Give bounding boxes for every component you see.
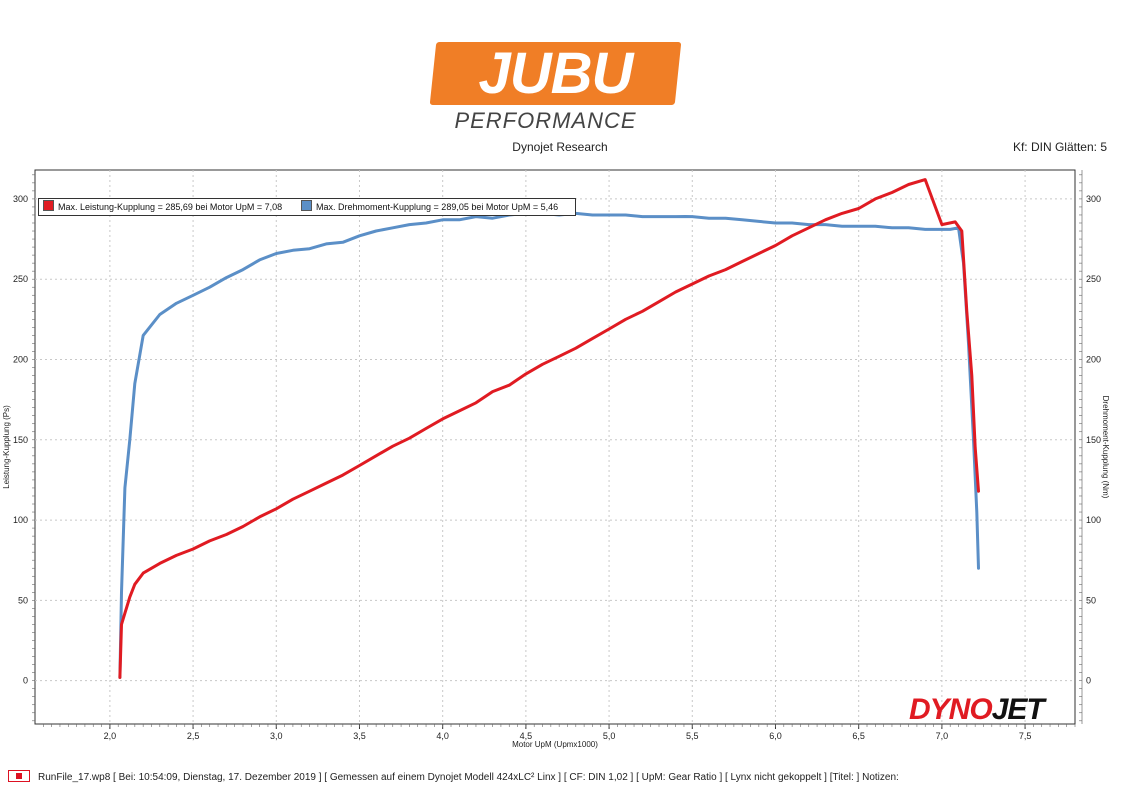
x-tick-label: 5,0 — [603, 731, 616, 741]
dynojet-logo-part2: JET — [991, 693, 1045, 726]
legend-label-power: Max. Leistung-Kupplung = 285,69 bei Moto… — [58, 202, 283, 212]
y-axis-label-right: Drehmoment-Kupplung (Nm) — [1101, 396, 1110, 499]
y-tick-label-right: 150 — [1086, 435, 1101, 445]
legend-swatch-power — [43, 200, 54, 211]
y-tick-label-right: 50 — [1086, 595, 1096, 605]
x-tick-label: 4,0 — [436, 731, 449, 741]
run-file-icon[interactable] — [8, 770, 30, 782]
x-tick-label: 3,5 — [353, 731, 366, 741]
y-tick-label-left: 0 — [23, 676, 28, 686]
x-tick-label: 4,5 — [520, 731, 533, 741]
y-tick-label-right: 0 — [1086, 676, 1091, 686]
x-axis-label: Motor UpM (Upmx1000) — [512, 740, 598, 749]
power-curve — [118, 178, 980, 679]
y-tick-label-left: 200 — [13, 354, 28, 364]
dynojet-logo-part1: DYNO — [909, 693, 993, 726]
y-tick-label-left: 250 — [13, 274, 28, 284]
legend-item-power: Max. Leistung-Kupplung = 285,69 bei Moto… — [43, 199, 282, 215]
x-tick-label: 7,5 — [1019, 731, 1032, 741]
dynojet-logo: DYNOJET — [909, 693, 1045, 727]
y-axis-label-left: Leistung-Kupplung (Ps) — [2, 405, 11, 489]
x-tick-label: 2,0 — [104, 731, 117, 741]
y-tick-label-left: 300 — [13, 194, 28, 204]
logo-sub-text: PERFORMANCE — [454, 108, 637, 133]
legend-label-torque: Max. Drehmoment-Kupplung = 289,05 bei Mo… — [316, 202, 559, 212]
correction-info: Kf: DIN Glätten: 5 — [1012, 140, 1107, 154]
y-tick-label-right: 100 — [1086, 515, 1101, 525]
y-tick-label-right: 200 — [1086, 354, 1101, 364]
y-tick-label-right: 300 — [1086, 194, 1101, 204]
x-tick-label: 2,5 — [187, 731, 200, 741]
chart-source: Dynojet Research — [512, 140, 608, 154]
y-tick-label-left: 150 — [13, 435, 28, 445]
logo-main-text: JUBU — [478, 41, 634, 106]
run-info-footer: RunFile_17.wp8 [ Bei: 10:54:09, Dienstag… — [8, 770, 899, 783]
jubu-performance-logo: JUBU PERFORMANCE — [429, 41, 682, 133]
x-tick-label: 3,0 — [270, 731, 283, 741]
x-tick-label: 7,0 — [936, 731, 949, 741]
y-tick-label-left: 50 — [18, 595, 28, 605]
chart-legend: Max. Leistung-Kupplung = 285,69 bei Moto… — [38, 198, 576, 216]
plot-area — [34, 169, 1076, 725]
torque-curve — [118, 211, 980, 679]
x-tick-label: 6,5 — [852, 731, 865, 741]
y-tick-label-right: 250 — [1086, 274, 1101, 284]
run-info-text: RunFile_17.wp8 [ Bei: 10:54:09, Dienstag… — [38, 772, 899, 783]
x-tick-label: 6,0 — [769, 731, 782, 741]
y-tick-label-left: 100 — [13, 515, 28, 525]
x-tick-label: 5,5 — [686, 731, 699, 741]
legend-swatch-torque — [301, 200, 312, 211]
legend-item-torque: Max. Drehmoment-Kupplung = 289,05 bei Mo… — [301, 199, 558, 215]
